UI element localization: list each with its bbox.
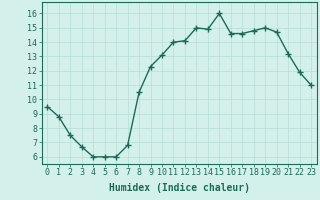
X-axis label: Humidex (Indice chaleur): Humidex (Indice chaleur) [109,183,250,193]
